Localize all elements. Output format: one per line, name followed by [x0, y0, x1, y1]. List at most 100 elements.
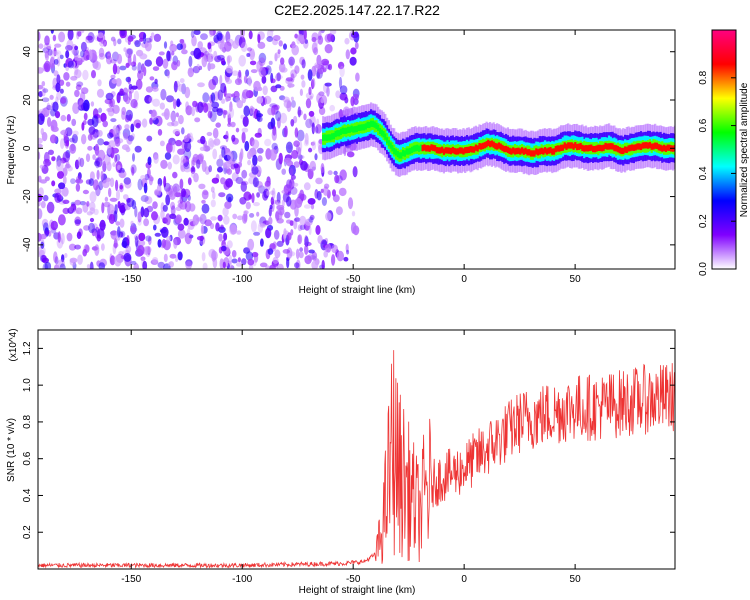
- heatmap-cell: [119, 65, 127, 71]
- heatmap-cell: [89, 261, 94, 269]
- heatmap-cell: [276, 240, 284, 247]
- heatmap-cell: [137, 239, 146, 247]
- ridge-cell: [634, 144, 637, 151]
- heatmap-cell: [66, 114, 71, 122]
- heatmap-cell: [210, 92, 216, 103]
- heatmap-cell: [151, 211, 158, 221]
- heatmap-cell: [284, 211, 291, 219]
- ridge-cell: [366, 121, 369, 128]
- heatmap-cell: [166, 122, 175, 127]
- ridge-cell: [474, 144, 477, 151]
- heatmap-cell: [194, 117, 201, 123]
- heatmap-cell: [294, 262, 300, 269]
- heatmap-cell: [231, 258, 238, 264]
- heatmap-cell: [98, 107, 103, 114]
- heatmap-cell: [225, 130, 229, 143]
- ridge-cell: [451, 146, 454, 154]
- heatmap-cell: [152, 98, 161, 107]
- heatmap-cell: [123, 87, 129, 96]
- heatmap-cell: [242, 116, 249, 127]
- heatmap-cell: [160, 88, 167, 101]
- heatmap-cell: [298, 251, 304, 259]
- heatmap-cell: [207, 54, 212, 63]
- heatmap-cell: [67, 30, 74, 41]
- heatmap-cell: [222, 161, 231, 169]
- ridge-cell: [341, 127, 344, 134]
- heatmap-cell: [213, 34, 220, 43]
- heatmap-cell: [251, 166, 259, 175]
- ridge-cell: [467, 146, 470, 153]
- heatmap-cell: [281, 168, 287, 175]
- heatmap-cell: [44, 64, 49, 70]
- heatmap-cell: [177, 148, 185, 155]
- heatmap-cell: [179, 39, 185, 44]
- heatmap-cell: [350, 96, 355, 107]
- heatmap-cell: [157, 261, 165, 269]
- heatmap-cell: [98, 47, 105, 58]
- ridge-cell: [494, 142, 497, 150]
- heatmap-cell: [38, 43, 44, 49]
- heatmap-cell: [102, 179, 110, 189]
- ridge-cell: [428, 145, 431, 152]
- heatmap-cell: [65, 57, 74, 68]
- heatmap-cell: [200, 224, 204, 235]
- ridge-cell: [382, 131, 385, 138]
- heatmap-cell: [69, 143, 77, 154]
- ridge-cell: [347, 126, 350, 133]
- heatmap-cell: [245, 69, 250, 77]
- heatmap-cell: [316, 118, 320, 126]
- heatmap-cell: [338, 187, 347, 197]
- heatmap-cell: [166, 95, 174, 103]
- heatmap-cell: [275, 84, 282, 89]
- heatmap-cell: [49, 56, 56, 69]
- heatmap-cell: [169, 213, 177, 220]
- heatmap-cell: [134, 235, 139, 247]
- heatmap-cell: [131, 199, 137, 210]
- heatmap-cell: [74, 199, 81, 206]
- heatmap-cell: [50, 30, 54, 34]
- heatmap-cell: [213, 138, 221, 146]
- ridge-cell: [432, 144, 435, 152]
- heatmap-cell: [247, 238, 255, 251]
- ridge-cell: [357, 124, 360, 131]
- heatmap-cell: [232, 40, 239, 49]
- heatmap-cell: [286, 219, 292, 224]
- heatmap-cell: [133, 90, 140, 102]
- heatmap-cell: [175, 139, 183, 147]
- ridge-cell: [331, 133, 334, 140]
- heatmap-cell: [264, 180, 271, 187]
- heatmap-cell: [347, 197, 354, 210]
- heatmap-cell: [171, 61, 178, 71]
- heatmap-cell: [186, 227, 191, 237]
- heatmap-cell: [166, 69, 170, 79]
- heatmap-cell: [221, 98, 226, 104]
- heatmap-cell: [53, 70, 59, 77]
- heatmap-cell: [44, 49, 49, 59]
- heatmap-cell: [308, 86, 312, 96]
- heatmap-cell: [41, 218, 49, 228]
- heatmap-cell: [219, 74, 223, 86]
- heatmap-cell: [144, 94, 153, 104]
- heatmap-cell: [167, 161, 172, 170]
- ridge-cell: [654, 142, 657, 149]
- heatmap-cell: [253, 231, 261, 236]
- heatmap-cell: [138, 232, 146, 242]
- heatmap-cell: [327, 170, 333, 176]
- heatmap-cell: [88, 49, 93, 61]
- heatmap-cell: [350, 47, 357, 55]
- heatmap-cell: [179, 178, 184, 190]
- heatmap-cell: [201, 252, 206, 262]
- heatmap-cell: [270, 264, 278, 269]
- heatmap-cell: [339, 85, 348, 95]
- heatmap-cell: [210, 186, 215, 193]
- ridge-cell: [505, 145, 508, 153]
- ridge-cell: [531, 150, 534, 157]
- heatmap-cell: [116, 53, 123, 65]
- heatmap-cell: [352, 166, 358, 178]
- ridge-cell: [352, 126, 355, 133]
- heatmap-cell: [130, 133, 136, 140]
- heatmap-cell: [184, 140, 192, 153]
- heatmap-cell: [228, 107, 235, 119]
- heatmap-cell: [309, 95, 313, 100]
- heatmap-cell: [69, 258, 77, 266]
